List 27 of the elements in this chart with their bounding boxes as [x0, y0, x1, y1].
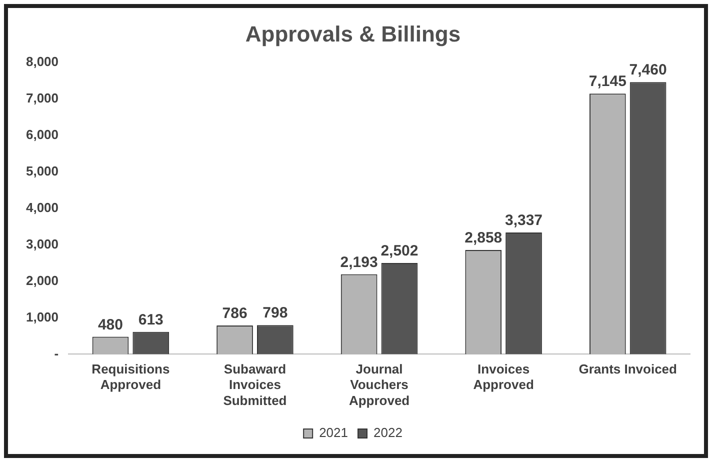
y-tick-label: 5,000 — [26, 163, 59, 178]
data-label: 2,193 — [340, 254, 378, 271]
y-tick-label: 1,000 — [26, 309, 59, 324]
legend-label: 2022 — [374, 425, 402, 440]
y-tick-label: 3,000 — [26, 236, 59, 252]
y-tick-label: 8,000 — [26, 54, 59, 69]
data-label: 7,460 — [629, 62, 667, 79]
data-label: 3,337 — [504, 212, 543, 230]
y-tick-label: - — [54, 346, 59, 361]
x-tick-label: Grants Invoiced — [578, 362, 678, 377]
y-tick-label: 4,000 — [26, 200, 59, 215]
chart-title: Approvals & Billings — [245, 21, 461, 46]
x-tick-label: Requisitions Approved — [92, 362, 170, 392]
x-tick-label: Invoices Approved — [473, 362, 534, 392]
data-label: 2,858 — [464, 230, 502, 247]
y-tick-label: 2,000 — [26, 272, 59, 288]
data-label: 798 — [262, 304, 288, 322]
x-tick-label: Journal Vouchers Approved — [348, 362, 410, 408]
data-label: 786 — [222, 305, 248, 322]
y-tick-label: 6,000 — [26, 126, 59, 142]
legend-label: 2021 — [319, 425, 348, 440]
data-label: 2,502 — [380, 242, 418, 260]
y-tick-label: 7,000 — [26, 90, 59, 106]
x-tick-label: Subaward Invoices Submitted — [223, 362, 287, 408]
data-label: 480 — [98, 316, 123, 334]
data-label: 613 — [138, 311, 164, 328]
data-label: 7,145 — [588, 73, 626, 90]
